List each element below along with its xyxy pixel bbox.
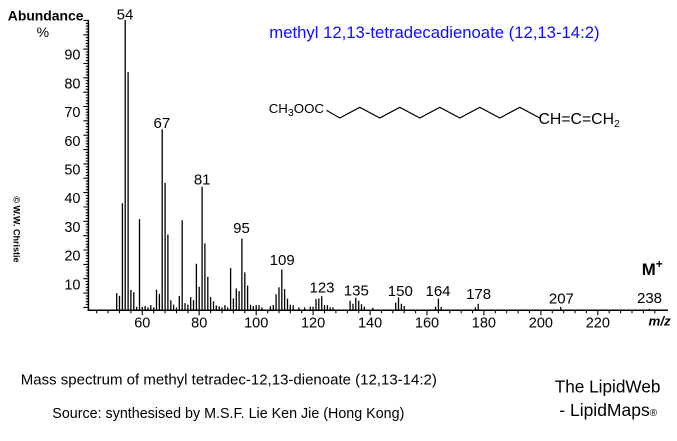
svg-text:238: 238 (637, 290, 662, 307)
svg-text:160: 160 (415, 315, 439, 331)
svg-text:120: 120 (301, 315, 325, 331)
svg-text:123: 123 (309, 280, 334, 297)
svg-text:207: 207 (549, 291, 574, 308)
svg-text:Mass spectrum of methyl tetrad: Mass spectrum of methyl tetradec-12,13-d… (21, 372, 437, 389)
svg-text:178: 178 (466, 286, 491, 303)
svg-text:CH=C=CH2: CH=C=CH2 (539, 111, 621, 130)
svg-text:10: 10 (64, 277, 80, 293)
svg-text:60: 60 (64, 134, 80, 150)
svg-text:67: 67 (154, 115, 171, 132)
svg-text:© W.W. Christie: © W.W. Christie (12, 196, 22, 262)
svg-text:220: 220 (586, 315, 610, 331)
svg-text:135: 135 (344, 282, 369, 299)
svg-text:180: 180 (472, 315, 496, 331)
svg-text:30: 30 (64, 220, 80, 236)
svg-text:150: 150 (388, 283, 413, 300)
svg-text:20: 20 (64, 249, 80, 265)
svg-text:70: 70 (64, 105, 80, 121)
svg-text:Source: synthesised by M.S.F.: Source: synthesised by M.S.F. Lie Ken Ji… (52, 406, 404, 422)
svg-text:200: 200 (529, 315, 553, 331)
svg-text:95: 95 (233, 220, 250, 237)
svg-text:81: 81 (194, 171, 211, 188)
svg-text:100: 100 (244, 315, 268, 331)
svg-text:m/z: m/z (649, 314, 672, 329)
svg-text:40: 40 (64, 191, 80, 207)
svg-text:- LipidMaps®: - LipidMaps® (559, 400, 657, 420)
svg-text:60: 60 (134, 315, 150, 331)
svg-text:54: 54 (117, 6, 134, 23)
svg-text:90: 90 (64, 48, 80, 64)
svg-text:The LipidWeb: The LipidWeb (555, 376, 661, 396)
svg-text:80: 80 (64, 76, 80, 92)
svg-text:140: 140 (358, 315, 382, 331)
svg-text:164: 164 (425, 283, 450, 300)
svg-text:80: 80 (191, 315, 207, 331)
svg-text:%: % (37, 24, 49, 40)
svg-text:Abundance: Abundance (8, 7, 84, 23)
svg-text:CH3OOC: CH3OOC (269, 101, 325, 119)
svg-text:methyl 12,13-tetradecadienoate: methyl 12,13-tetradecadienoate (12,13-14… (269, 23, 599, 42)
svg-text:50: 50 (64, 163, 80, 179)
svg-text:109: 109 (270, 252, 295, 269)
